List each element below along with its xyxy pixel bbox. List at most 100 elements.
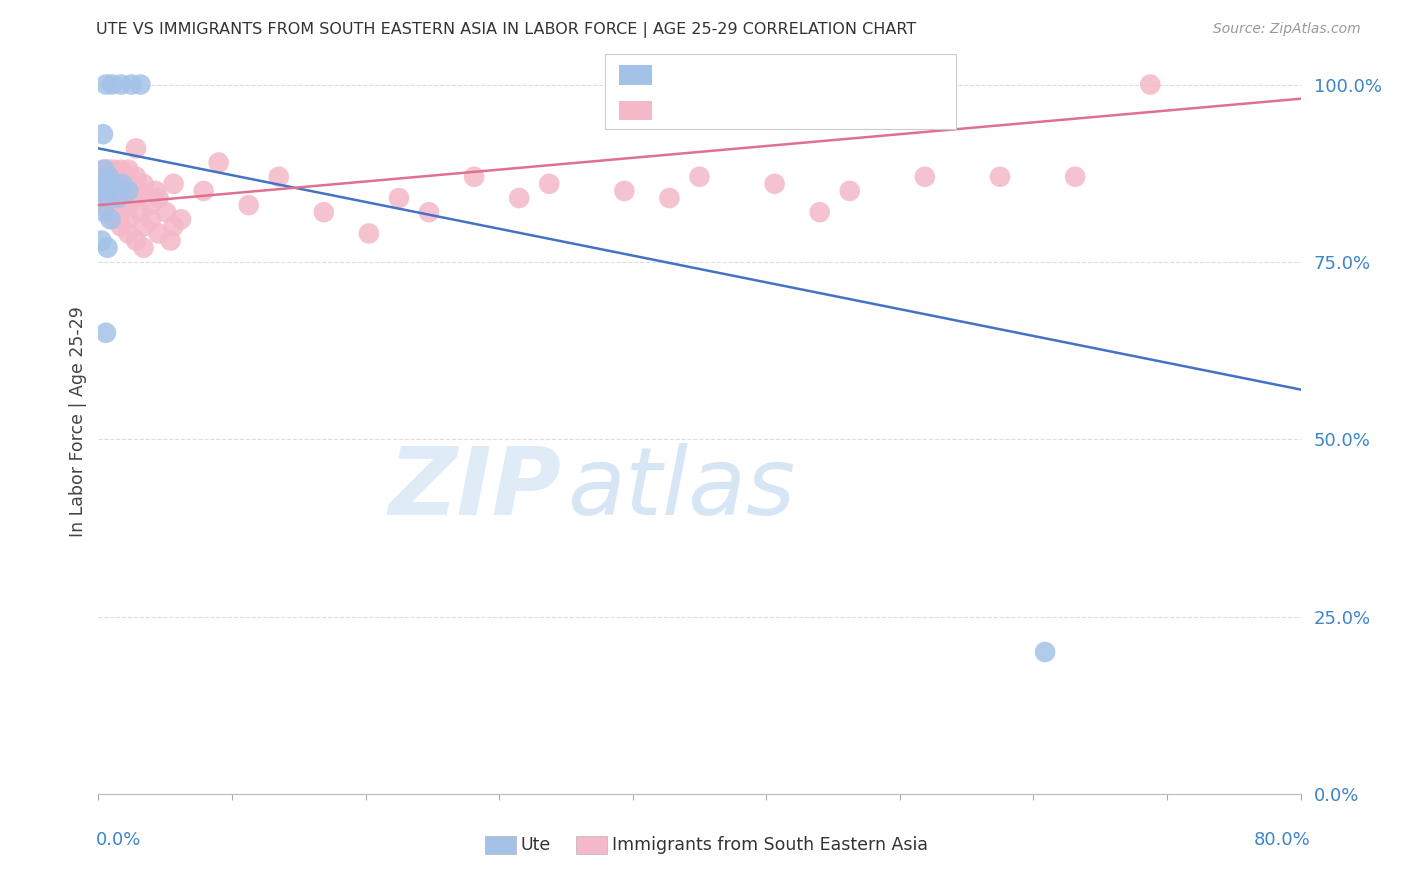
Point bbox=[91, 184, 114, 198]
Point bbox=[100, 169, 122, 184]
Point bbox=[193, 184, 215, 198]
Point bbox=[838, 184, 860, 198]
Point bbox=[110, 177, 132, 191]
Point bbox=[110, 219, 132, 234]
Point bbox=[91, 127, 114, 141]
Point bbox=[96, 191, 118, 205]
Point bbox=[100, 212, 122, 227]
Point bbox=[808, 205, 831, 219]
Point bbox=[117, 184, 139, 198]
Point bbox=[117, 162, 139, 177]
Point bbox=[129, 205, 152, 219]
Point bbox=[238, 198, 260, 212]
Point bbox=[110, 205, 132, 219]
Text: atlas: atlas bbox=[567, 443, 796, 534]
Point bbox=[93, 169, 115, 184]
Point bbox=[125, 191, 148, 205]
Point bbox=[463, 169, 485, 184]
Point bbox=[125, 141, 148, 155]
Point bbox=[101, 78, 124, 92]
Point bbox=[117, 227, 139, 241]
Point bbox=[208, 155, 231, 169]
Point bbox=[613, 184, 636, 198]
Point bbox=[93, 191, 115, 205]
Point bbox=[110, 162, 132, 177]
Point bbox=[357, 227, 380, 241]
Text: 0.0%: 0.0% bbox=[96, 831, 141, 849]
Text: R = -0.274   N = 22: R = -0.274 N = 22 bbox=[665, 65, 858, 85]
Point bbox=[170, 212, 193, 227]
Text: Ute: Ute bbox=[520, 836, 551, 854]
Point bbox=[538, 177, 561, 191]
Point bbox=[148, 227, 170, 241]
Point bbox=[159, 234, 181, 248]
Point bbox=[91, 162, 114, 177]
Point bbox=[96, 184, 118, 198]
Point bbox=[132, 241, 155, 255]
Point bbox=[1033, 645, 1056, 659]
Y-axis label: In Labor Force | Age 25-29: In Labor Force | Age 25-29 bbox=[69, 306, 87, 537]
Point bbox=[125, 169, 148, 184]
Point bbox=[93, 205, 115, 219]
Point bbox=[129, 78, 152, 92]
Point bbox=[162, 177, 184, 191]
Point bbox=[107, 191, 129, 205]
Point bbox=[96, 241, 118, 255]
Point bbox=[105, 198, 128, 212]
Point bbox=[162, 219, 184, 234]
Point bbox=[267, 169, 290, 184]
Point bbox=[103, 212, 125, 227]
Point bbox=[100, 191, 122, 205]
Point bbox=[105, 169, 128, 184]
Point bbox=[155, 205, 177, 219]
Point bbox=[97, 162, 120, 177]
Point bbox=[117, 198, 139, 212]
Text: R =  0.339   N = 68: R = 0.339 N = 68 bbox=[665, 101, 856, 120]
Point bbox=[114, 184, 136, 198]
Point bbox=[121, 78, 143, 92]
Point bbox=[114, 169, 136, 184]
Point bbox=[90, 177, 112, 191]
Point bbox=[658, 191, 681, 205]
Point bbox=[139, 198, 162, 212]
Point bbox=[688, 169, 710, 184]
Point bbox=[117, 212, 139, 227]
Point bbox=[145, 184, 167, 198]
Point bbox=[508, 191, 530, 205]
Point bbox=[914, 169, 936, 184]
Text: Immigrants from South Eastern Asia: Immigrants from South Eastern Asia bbox=[612, 836, 928, 854]
Point bbox=[988, 169, 1011, 184]
Point bbox=[132, 177, 155, 191]
Point bbox=[388, 191, 411, 205]
Text: ZIP: ZIP bbox=[388, 442, 561, 534]
Text: UTE VS IMMIGRANTS FROM SOUTH EASTERN ASIA IN LABOR FORCE | AGE 25-29 CORRELATION: UTE VS IMMIGRANTS FROM SOUTH EASTERN ASI… bbox=[96, 22, 915, 38]
Point bbox=[90, 234, 112, 248]
Point bbox=[94, 78, 117, 92]
Point bbox=[125, 234, 148, 248]
Point bbox=[1064, 169, 1087, 184]
Point bbox=[312, 205, 335, 219]
Point bbox=[121, 177, 143, 191]
Point bbox=[763, 177, 786, 191]
Point bbox=[94, 162, 117, 177]
Point bbox=[103, 177, 125, 191]
Point bbox=[101, 177, 124, 191]
Text: 80.0%: 80.0% bbox=[1254, 831, 1310, 849]
Point bbox=[132, 219, 155, 234]
Point bbox=[93, 162, 115, 177]
Text: Source: ZipAtlas.com: Source: ZipAtlas.com bbox=[1213, 22, 1361, 37]
Point bbox=[94, 326, 117, 340]
Point bbox=[103, 162, 125, 177]
Point bbox=[418, 205, 440, 219]
Point bbox=[110, 78, 132, 92]
Point bbox=[1139, 78, 1161, 92]
Point bbox=[94, 177, 117, 191]
Point bbox=[111, 177, 134, 191]
Point bbox=[110, 191, 132, 205]
Point bbox=[139, 212, 162, 227]
Point bbox=[129, 184, 152, 198]
Point bbox=[94, 177, 117, 191]
Point bbox=[97, 205, 120, 219]
Point bbox=[103, 184, 125, 198]
Point bbox=[97, 169, 120, 184]
